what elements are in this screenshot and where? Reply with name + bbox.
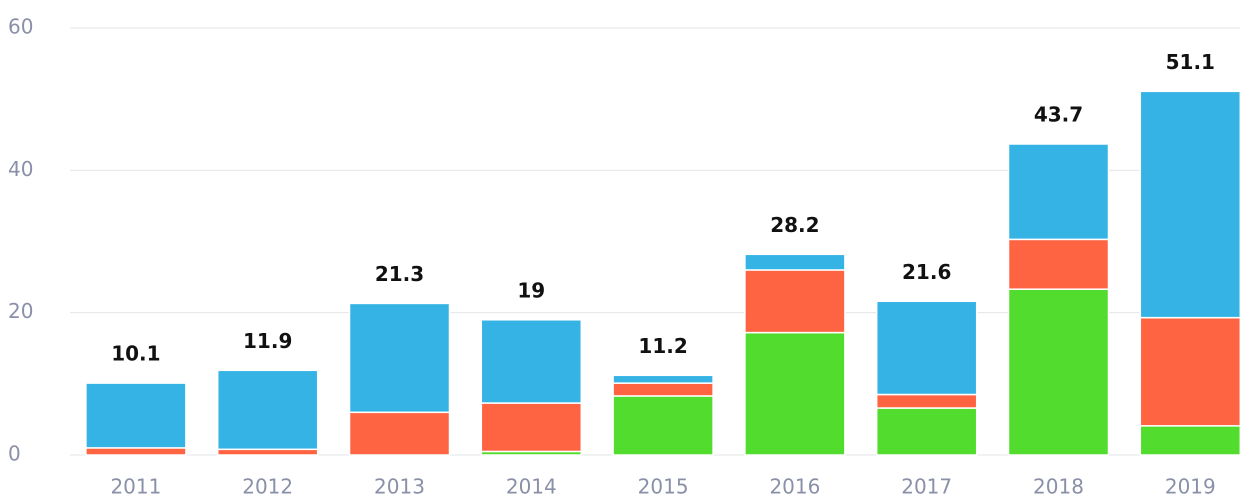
total-label: 10.1 (111, 342, 160, 366)
total-label: 21.3 (375, 262, 424, 286)
bar-segment (348, 411, 451, 456)
x-tick-label: 2018 (1033, 475, 1084, 495)
x-tick-label: 2014 (506, 475, 557, 495)
total-label: 11.9 (243, 329, 292, 353)
bar-segment (612, 382, 714, 397)
bar-segment (744, 253, 846, 271)
bar-segment (480, 319, 583, 404)
x-tick-label: 2011 (110, 475, 161, 495)
y-tick-label: 40 (8, 157, 33, 181)
x-tick-label: 2019 (1165, 475, 1216, 495)
total-label: 51.1 (1166, 50, 1215, 74)
y-tick-label: 20 (8, 299, 33, 323)
bar-segment (85, 447, 187, 456)
y-tick-label: 60 (8, 15, 33, 39)
x-tick-label: 2016 (769, 475, 820, 495)
bar-segment (348, 302, 451, 414)
x-tick-label: 2017 (901, 475, 952, 495)
y-tick-label: 0 (8, 442, 21, 466)
x-tick-label: 2013 (374, 475, 425, 495)
x-tick-label: 2012 (242, 475, 293, 495)
total-label: 21.6 (902, 260, 951, 284)
x-tick-label: 2015 (638, 475, 689, 495)
bar-segment (1007, 238, 1110, 290)
bar-segment (216, 369, 319, 451)
bar-segment (85, 382, 187, 449)
bar-segment (744, 331, 846, 456)
bar-segment (480, 402, 583, 453)
bar-segment (1007, 288, 1110, 456)
bar-segment (612, 395, 714, 456)
total-label: 11.2 (638, 334, 687, 358)
bar-segment (1139, 316, 1242, 427)
total-label: 43.7 (1034, 103, 1083, 127)
total-label: 28.2 (770, 213, 819, 237)
bar-segment (612, 374, 714, 384)
bar-segment (1139, 90, 1242, 319)
bar-segment (1139, 425, 1242, 456)
bar-segment (216, 448, 319, 456)
bar-segment (1007, 143, 1110, 241)
bar-segment (875, 300, 978, 396)
bar-segment (875, 407, 978, 456)
total-label: 19 (517, 278, 545, 302)
bar-segment (744, 269, 846, 334)
bar-segment (875, 393, 978, 409)
